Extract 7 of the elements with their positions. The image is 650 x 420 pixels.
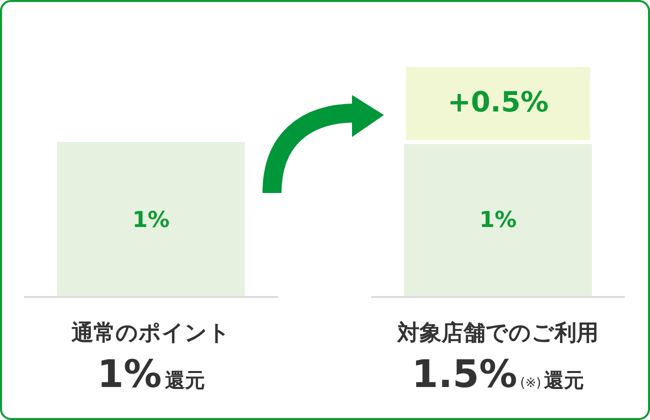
- data-label: +0.5%: [447, 86, 549, 118]
- x-tick-label: 対象店舗でのご利用: [396, 320, 598, 346]
- text: 1%還元: [97, 352, 205, 396]
- x-tick-label: 通常のポイント: [70, 321, 230, 346]
- text: 1.5%(※)還元: [412, 352, 584, 396]
- data-label: 1%: [132, 208, 170, 233]
- data-label: 1%: [479, 208, 517, 233]
